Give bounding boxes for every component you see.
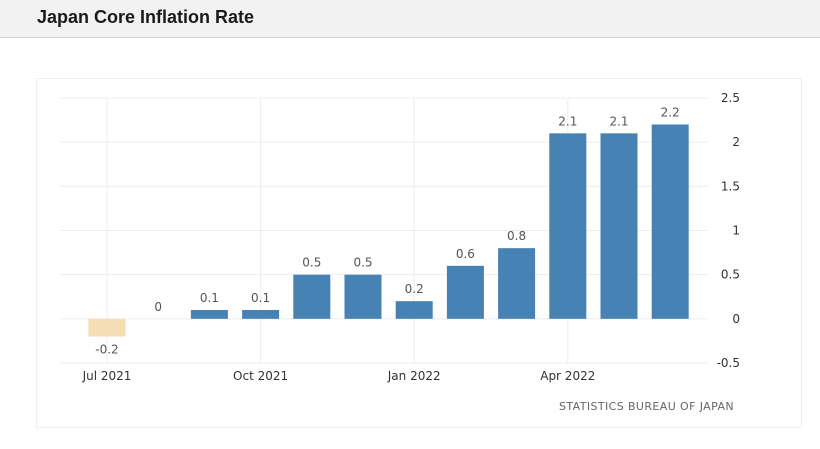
y-tick-label: -0.5 xyxy=(717,356,740,370)
data-label: 0.1 xyxy=(251,291,270,305)
header-bar: Japan Core Inflation Rate xyxy=(0,0,820,38)
data-labels: -0.2 0 0.1 0.1 0.5 0.5 0.2 0.6 0.8 2.1 2.1 2.2 xyxy=(95,106,679,357)
bar xyxy=(242,310,280,319)
x-tick-label: Jan 2022 xyxy=(387,369,441,383)
x-axis-ticks: Jul 2021 Oct 2021 Jan 2022 Apr 2022 xyxy=(82,369,596,383)
bar xyxy=(395,301,433,319)
bars xyxy=(88,124,689,337)
bar xyxy=(651,124,689,319)
y-tick-label: 2 xyxy=(732,135,740,149)
x-tick-label: Apr 2022 xyxy=(540,369,595,383)
data-label: 2.1 xyxy=(558,114,577,128)
bar xyxy=(446,265,484,319)
bar xyxy=(344,274,382,319)
data-label: 0.6 xyxy=(456,247,475,261)
bar xyxy=(293,274,331,319)
y-tick-label: 1 xyxy=(732,224,740,238)
data-label: 2.2 xyxy=(661,106,680,120)
bar xyxy=(498,248,536,319)
data-label: 0.5 xyxy=(353,256,372,270)
data-label: 2.1 xyxy=(609,114,628,128)
bar xyxy=(600,133,638,319)
data-label: 0.2 xyxy=(405,282,424,296)
page-title: Japan Core Inflation Rate xyxy=(37,7,255,27)
source-label: STATISTICS BUREAU OF JAPAN xyxy=(559,400,734,413)
y-axis-ticks: 2.5 2 1.5 1 0.5 0 -0.5 xyxy=(717,91,740,370)
bar xyxy=(549,133,587,319)
data-label: -0.2 xyxy=(95,343,118,357)
data-label: 0 xyxy=(154,300,162,314)
data-label: 0.5 xyxy=(302,256,321,270)
bar xyxy=(88,318,126,337)
bar xyxy=(190,310,228,319)
y-tick-label: 1.5 xyxy=(721,179,740,193)
data-label: 0.1 xyxy=(200,291,219,305)
grid-lines xyxy=(60,97,708,364)
data-label: 0.8 xyxy=(507,229,526,243)
y-tick-label: 2.5 xyxy=(721,91,740,105)
x-tick-label: Jul 2021 xyxy=(82,369,132,383)
x-tick-label: Oct 2021 xyxy=(233,369,288,383)
y-tick-label: 0 xyxy=(732,312,740,326)
y-tick-label: 0.5 xyxy=(721,268,740,282)
